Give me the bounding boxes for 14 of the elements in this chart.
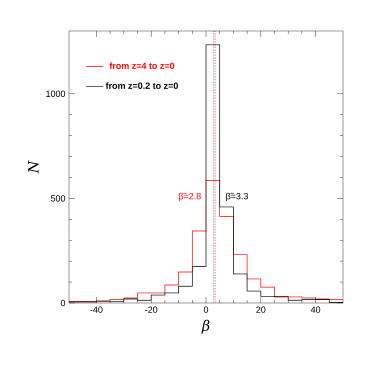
- y-tick-label: 1000: [46, 90, 66, 97]
- legend-label: from z=0.2 to z=0: [106, 82, 178, 89]
- ref-line-label: β̃=2.8: [178, 192, 201, 202]
- ref-line-label: β̃=3.3: [226, 192, 248, 202]
- x-tick-label: 20: [256, 306, 266, 313]
- x-tick-label: -20: [145, 306, 158, 313]
- x-axis-title: β: [201, 320, 210, 334]
- y-tick-label: 0: [60, 300, 66, 306]
- y-tick-label: 500: [50, 195, 66, 202]
- x-tick-label: -40: [90, 306, 103, 313]
- x-tick-label: 0: [204, 306, 208, 313]
- x-tick-label: 40: [310, 306, 320, 313]
- y-axis-title: N: [28, 160, 39, 174]
- legend-label: from z=4 to z=0: [109, 62, 174, 69]
